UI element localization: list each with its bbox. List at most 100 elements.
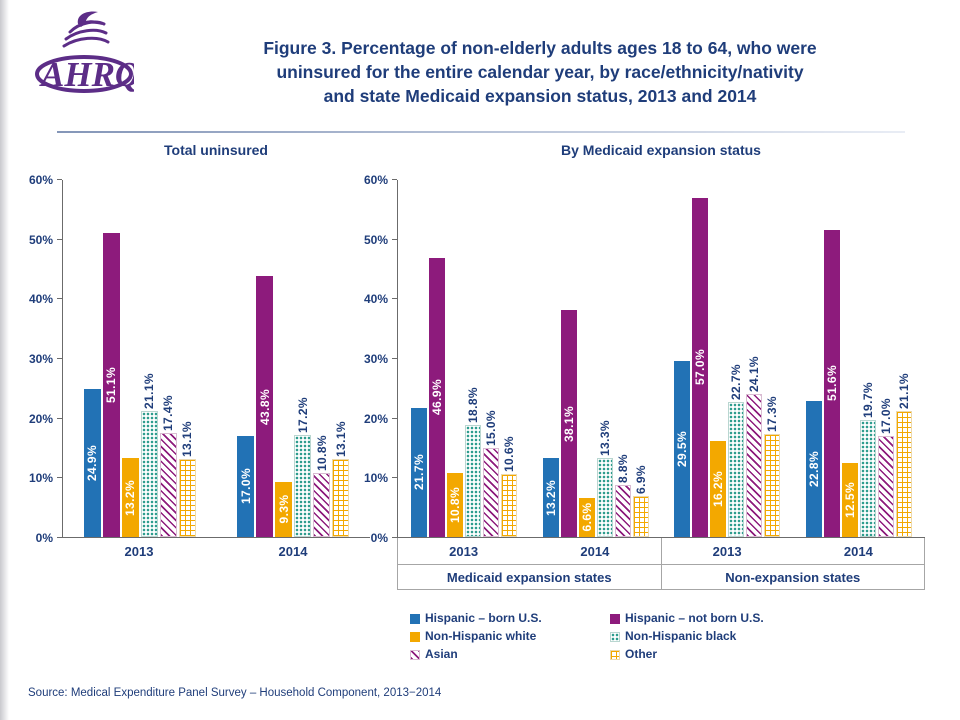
bar-purple: 57.0%	[692, 197, 709, 537]
value-label: 17.4%	[161, 395, 176, 432]
bar-orange: 13.2%	[121, 458, 139, 537]
value-label: 51.1%	[104, 366, 119, 403]
bar-stripes: 17.4%	[159, 395, 177, 537]
bar-blue: 17.0%	[237, 435, 255, 537]
value-label: 8.8%	[615, 453, 630, 483]
legend-item: Hispanic – born U.S.	[410, 611, 610, 625]
value-label: 6.9%	[633, 465, 648, 494]
plot-column: Total uninsured 24.9% 51.1% 13.2% 21.1% 17.4%…	[62, 142, 370, 564]
bar-grid: 17.3%	[764, 396, 781, 537]
bar-group: 22.8% 51.6% 12.5% 19.7% 17.0% 21.1%	[793, 180, 925, 537]
value-label: 22.7%	[729, 363, 744, 400]
legend-marker-purple	[610, 613, 620, 624]
y-tick-mark	[57, 298, 62, 300]
bar-orange: 9.3%	[275, 481, 293, 537]
y-tick-label: 10%	[363, 471, 388, 486]
bar-dots: 13.3%	[596, 420, 613, 537]
legend-marker-orange	[410, 631, 420, 642]
source-note: Source: Medical Expenditure Panel Survey…	[28, 687, 442, 699]
bar-grid: 21.1%	[896, 373, 913, 537]
logo-text: AHRQ	[39, 55, 134, 94]
category-group-axis: Medicaid expansion states Non-expansion s…	[397, 564, 925, 590]
bar-blue: 13.2%	[542, 458, 559, 537]
figure-title-line-1: Figure 3. Percentage of non-elderly adul…	[263, 38, 817, 58]
category-label: 2014	[278, 543, 308, 559]
value-label: 21.1%	[142, 373, 157, 410]
y-tick-mark	[57, 358, 62, 359]
bar-dots: 22.7%	[728, 364, 745, 537]
y-axis: 0% 10% 20% 30% 40% 50% 60%	[359, 174, 397, 544]
bar-dots: 18.8%	[464, 387, 481, 537]
value-label: 17.3%	[765, 396, 780, 433]
y-tick-mark	[392, 417, 397, 419]
figure-title-line-2: uninsured for the entire calendar year, …	[276, 62, 804, 83]
bar-blue: 21.7%	[410, 407, 427, 537]
category-label: 2014	[529, 538, 662, 564]
figure-title: Figure 3. Percentage of non-elderly adul…	[170, 36, 910, 108]
value-label: 13.2%	[543, 479, 558, 516]
legend-label: Hispanic – born U.S.	[425, 611, 542, 625]
y-tick-label: 10%	[28, 471, 53, 486]
chart-total-uninsured: 0% 10% 20% 30% 40% 50% 60% Total uninsured 24.9%…	[24, 142, 370, 564]
bar-grid: 13.1%	[332, 421, 350, 537]
plot-area: 21.7% 46.9% 10.8% 18.8% 15.0% 10.6% 13.2% 38.1%…	[397, 180, 925, 538]
bar-blue: 22.8%	[806, 401, 823, 537]
value-label: 6.6%	[579, 502, 594, 532]
value-label: 51.6%	[825, 365, 840, 402]
y-tick-label: 60%	[363, 173, 388, 187]
value-label: 21.7%	[411, 454, 426, 491]
legend-item: Non-Hispanic white	[410, 629, 610, 643]
bar-stripes: 17.0%	[878, 398, 895, 537]
bar-group: 13.2% 38.1% 6.6% 13.3% 8.8% 6.9%	[530, 180, 662, 537]
value-label: 13.3%	[597, 419, 612, 456]
legend-item: Non-Hispanic black	[610, 629, 764, 643]
bar-dots: 17.2%	[294, 397, 312, 537]
y-tick-mark	[392, 179, 397, 180]
y-tick-mark	[392, 537, 397, 538]
legend-label: Other	[625, 647, 658, 662]
y-tick-label: 60%	[28, 173, 53, 187]
legend-item: Hispanic – not born U.S.	[610, 611, 764, 625]
value-label: 57.0%	[693, 349, 708, 386]
eagle-icon	[77, 11, 102, 27]
bar-dots: 21.1%	[140, 373, 158, 537]
value-label: 29.5%	[675, 431, 690, 468]
bar-grid: 6.9%	[632, 465, 649, 537]
category-group-label: Medicaid expansion states	[446, 569, 612, 585]
bar-purple: 38.1%	[560, 310, 577, 537]
legend-marker-dots	[610, 631, 620, 642]
value-label: 22.8%	[807, 451, 822, 488]
bar-group: 24.9% 51.1% 13.2% 21.1% 17.4% 13.1%	[63, 180, 217, 537]
y-tick-mark	[57, 238, 62, 240]
category-label: 2014	[843, 543, 873, 559]
y-tick-label: 0%	[35, 531, 53, 545]
value-label: 13.1%	[333, 421, 348, 458]
value-label: 24.1%	[747, 355, 762, 392]
legend-label: Asian	[425, 647, 458, 662]
legend-marker-stripes	[410, 649, 420, 660]
y-tick-mark	[57, 477, 62, 479]
y-tick-label: 20%	[28, 411, 53, 426]
value-label: 46.9%	[429, 379, 444, 416]
category-axis: 2013 2014 2013 2014	[397, 538, 925, 564]
value-label: 21.1%	[897, 373, 912, 410]
bar-orange: 10.8%	[446, 472, 463, 537]
value-label: 38.1%	[561, 405, 576, 442]
chart-by-medicaid-expansion-status: 0% 10% 20% 30% 40% 50% 60% By Medicaid expansio…	[359, 142, 925, 590]
bar-grid: 10.6%	[500, 436, 517, 537]
bar-blue: 29.5%	[674, 361, 691, 537]
header-divider	[57, 131, 905, 133]
y-tick-mark	[392, 238, 397, 240]
category-group-label: Non-expansion states	[660, 565, 925, 589]
y-tick-mark	[392, 298, 397, 300]
category-label: 2013	[124, 543, 154, 559]
bar-group: 17.0% 43.8% 9.3% 17.2% 10.8% 13.1%	[217, 180, 371, 537]
y-axis: 0% 10% 20% 30% 40% 50% 60%	[24, 174, 62, 544]
value-label: 15.0%	[483, 409, 498, 446]
bar-purple: 46.9%	[428, 257, 445, 537]
value-label: 17.0%	[238, 468, 253, 505]
chart-subtitle: Total uninsured	[164, 142, 268, 158]
bar-orange: 16.2%	[710, 440, 727, 537]
y-tick-label: 0%	[370, 531, 388, 545]
bar-purple: 51.6%	[824, 229, 841, 537]
